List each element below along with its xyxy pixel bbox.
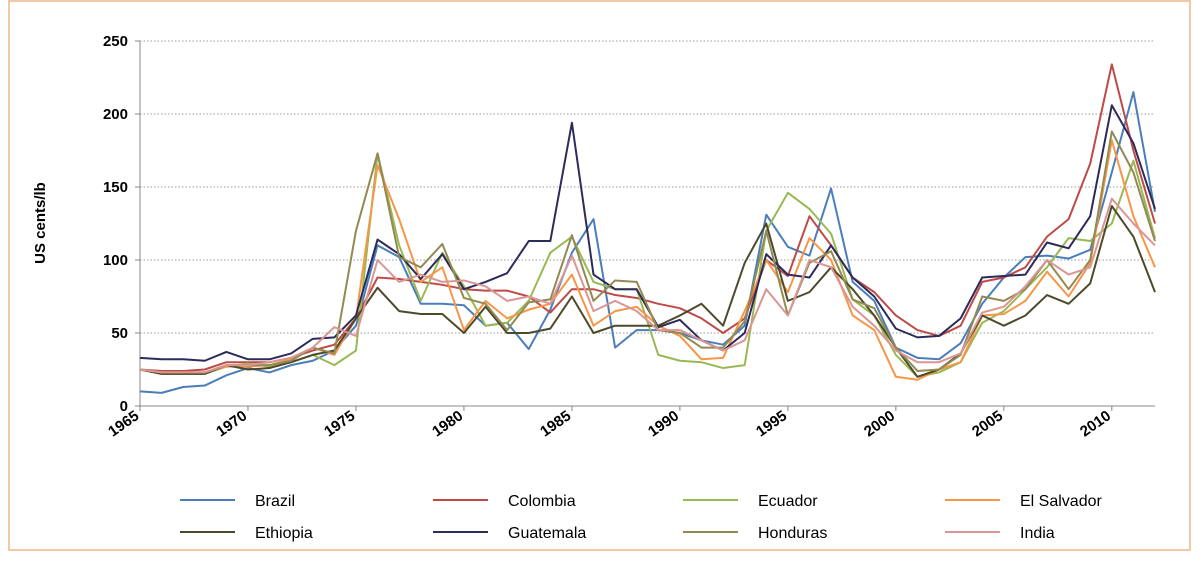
legend-label: Ethiopia: [255, 525, 313, 542]
y-tick-label: 50: [111, 325, 128, 342]
legend-label: Colombia: [508, 493, 576, 510]
legend-label: Brazil: [255, 493, 295, 510]
legend-label: Ecuador: [758, 493, 818, 510]
y-tick-label: 200: [103, 106, 128, 123]
legend-label: El Salvador: [1020, 493, 1102, 510]
chart-frame: [8, 0, 1191, 551]
y-tick-label: 250: [103, 33, 128, 50]
y-tick-label: 100: [103, 252, 128, 269]
series-line: [139, 91, 1156, 394]
series-line: [139, 63, 1156, 372]
legend-label: India: [1020, 525, 1055, 542]
y-tick-label: 150: [103, 179, 128, 196]
legend-label: Guatemala: [508, 525, 586, 542]
legend-label: Honduras: [758, 525, 827, 542]
series-line: [139, 197, 1156, 374]
y-axis-title: US cents/lb: [32, 182, 49, 264]
series-line: [139, 204, 1156, 378]
y-tick-label: 0: [120, 398, 128, 415]
